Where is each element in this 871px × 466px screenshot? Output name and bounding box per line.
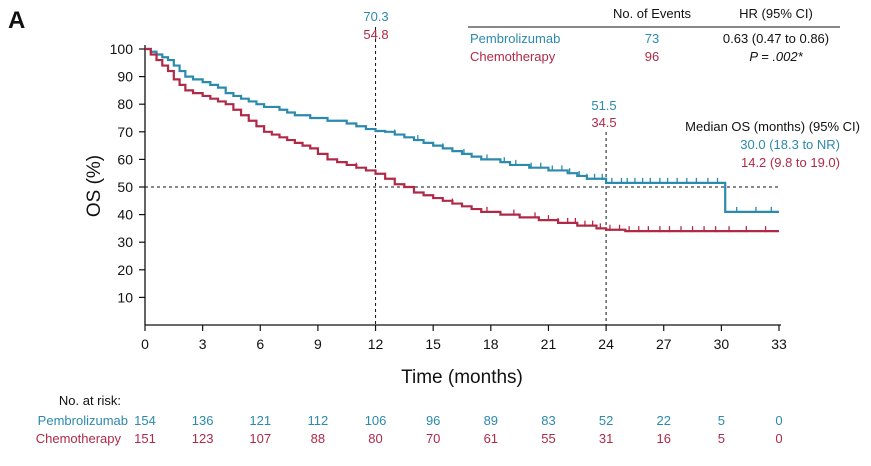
y-tick-label: 20 bbox=[117, 262, 133, 278]
risk-value-chemotherapy: 5 bbox=[718, 431, 725, 446]
risk-value-chemotherapy: 16 bbox=[656, 431, 670, 446]
risk-value-pembrolizumab: 89 bbox=[484, 413, 498, 428]
risk-value-chemotherapy: 151 bbox=[134, 431, 156, 446]
x-tick-label: 33 bbox=[771, 336, 787, 352]
risk-value-pembrolizumab: 106 bbox=[365, 413, 387, 428]
legend-events-pembrolizumab: 73 bbox=[645, 31, 659, 46]
y-axis: 10 20 30 40 50 60 70 80 90 100 bbox=[110, 41, 146, 325]
x-tick-label: 6 bbox=[256, 336, 264, 352]
x-tick-label: 18 bbox=[483, 336, 499, 352]
censor-marks bbox=[317, 129, 772, 233]
risk-values: 154 136 121 112 106 96 89 83 52 22 5 0 151 123 107 88 80… bbox=[134, 413, 782, 446]
panel-label: A bbox=[8, 7, 25, 34]
y-tick-label: 10 bbox=[117, 289, 133, 305]
risk-value-chemotherapy: 123 bbox=[192, 431, 214, 446]
y-tick-label: 50 bbox=[117, 179, 133, 195]
legend-name-chemotherapy: Chemotherapy bbox=[470, 49, 556, 64]
risk-value-pembrolizumab: 112 bbox=[308, 413, 329, 428]
median-os-title: Median OS (months) (95% CI) bbox=[685, 119, 860, 134]
x-axis: 0 3 6 9 12 15 18 21 24 27 30 33 bbox=[141, 324, 787, 352]
risk-table-title: No. at risk: bbox=[59, 393, 121, 408]
legend-hr-value: 0.63 (0.47 to 0.86) bbox=[723, 31, 829, 46]
risk-value-chemotherapy: 31 bbox=[599, 431, 613, 446]
y-tick-label: 70 bbox=[117, 124, 133, 140]
risk-value-pembrolizumab: 83 bbox=[541, 413, 555, 428]
ref-label-24-chemo: 34.5 bbox=[591, 115, 616, 130]
legend-header-hr: HR (95% CI) bbox=[739, 6, 813, 21]
risk-value-chemotherapy: 80 bbox=[368, 431, 382, 446]
legend-header-events: No. of Events bbox=[613, 6, 692, 21]
y-axis-label: OS (%) bbox=[84, 155, 105, 217]
x-tick-label: 24 bbox=[598, 336, 614, 352]
x-tick-label: 0 bbox=[141, 336, 149, 352]
risk-value-chemotherapy: 61 bbox=[484, 431, 498, 446]
risk-table: No. at risk: Pembrolizumab Chemotherapy … bbox=[36, 393, 783, 446]
x-tick-label: 21 bbox=[541, 336, 557, 352]
risk-row-label-pembrolizumab: Pembrolizumab bbox=[38, 413, 128, 428]
risk-row-label-chemotherapy: Chemotherapy bbox=[36, 431, 122, 446]
median-os-chemotherapy: 14.2 (9.8 to 19.0) bbox=[741, 155, 840, 170]
y-tick-label: 40 bbox=[117, 207, 133, 223]
median-os: Median OS (months) (95% CI) 30.0 (18.3 t… bbox=[685, 119, 860, 170]
risk-value-chemotherapy: 0 bbox=[775, 431, 782, 446]
risk-value-pembrolizumab: 52 bbox=[599, 413, 613, 428]
risk-value-chemotherapy: 88 bbox=[311, 431, 325, 446]
risk-value-pembrolizumab: 154 bbox=[134, 413, 156, 428]
risk-value-pembrolizumab: 0 bbox=[775, 413, 782, 428]
y-tick-label: 30 bbox=[117, 234, 133, 250]
risk-value-pembrolizumab: 96 bbox=[426, 413, 440, 428]
x-tick-label: 3 bbox=[199, 336, 207, 352]
x-tick-label: 15 bbox=[425, 336, 441, 352]
risk-value-chemotherapy: 70 bbox=[426, 431, 440, 446]
risk-value-chemotherapy: 55 bbox=[541, 431, 555, 446]
legend-p-value: P = .002* bbox=[749, 49, 803, 64]
x-axis-label: Time (months) bbox=[401, 367, 523, 388]
y-tick-label: 80 bbox=[117, 96, 133, 112]
survival-curves bbox=[145, 47, 779, 233]
risk-value-pembrolizumab: 136 bbox=[192, 413, 214, 428]
reference-lines bbox=[145, 27, 779, 325]
y-tick-label: 90 bbox=[117, 69, 133, 85]
ref-label-12-chemo: 54.8 bbox=[363, 27, 388, 42]
risk-value-pembrolizumab: 5 bbox=[718, 413, 725, 428]
risk-value-chemotherapy: 107 bbox=[249, 431, 271, 446]
y-tick-label: 100 bbox=[110, 41, 134, 57]
y-tick-label: 60 bbox=[117, 151, 133, 167]
ref-label-24-pembro: 51.5 bbox=[591, 98, 616, 113]
ref-label-12-pembro: 70.3 bbox=[363, 9, 388, 24]
legend-name-pembrolizumab: Pembrolizumab bbox=[470, 31, 560, 46]
legend: No. of Events HR (95% CI) Pembrolizumab … bbox=[468, 6, 840, 64]
x-tick-label: 9 bbox=[314, 336, 322, 352]
risk-value-pembrolizumab: 121 bbox=[249, 413, 271, 428]
curve-pembrolizumab bbox=[145, 47, 779, 213]
x-tick-label: 27 bbox=[656, 336, 672, 352]
median-os-pembrolizumab: 30.0 (18.3 to NR) bbox=[740, 137, 840, 152]
curve-chemotherapy bbox=[145, 47, 779, 233]
x-tick-label: 12 bbox=[368, 336, 384, 352]
risk-value-pembrolizumab: 22 bbox=[656, 413, 670, 428]
legend-events-chemotherapy: 96 bbox=[645, 49, 659, 64]
x-tick-label: 30 bbox=[714, 336, 730, 352]
